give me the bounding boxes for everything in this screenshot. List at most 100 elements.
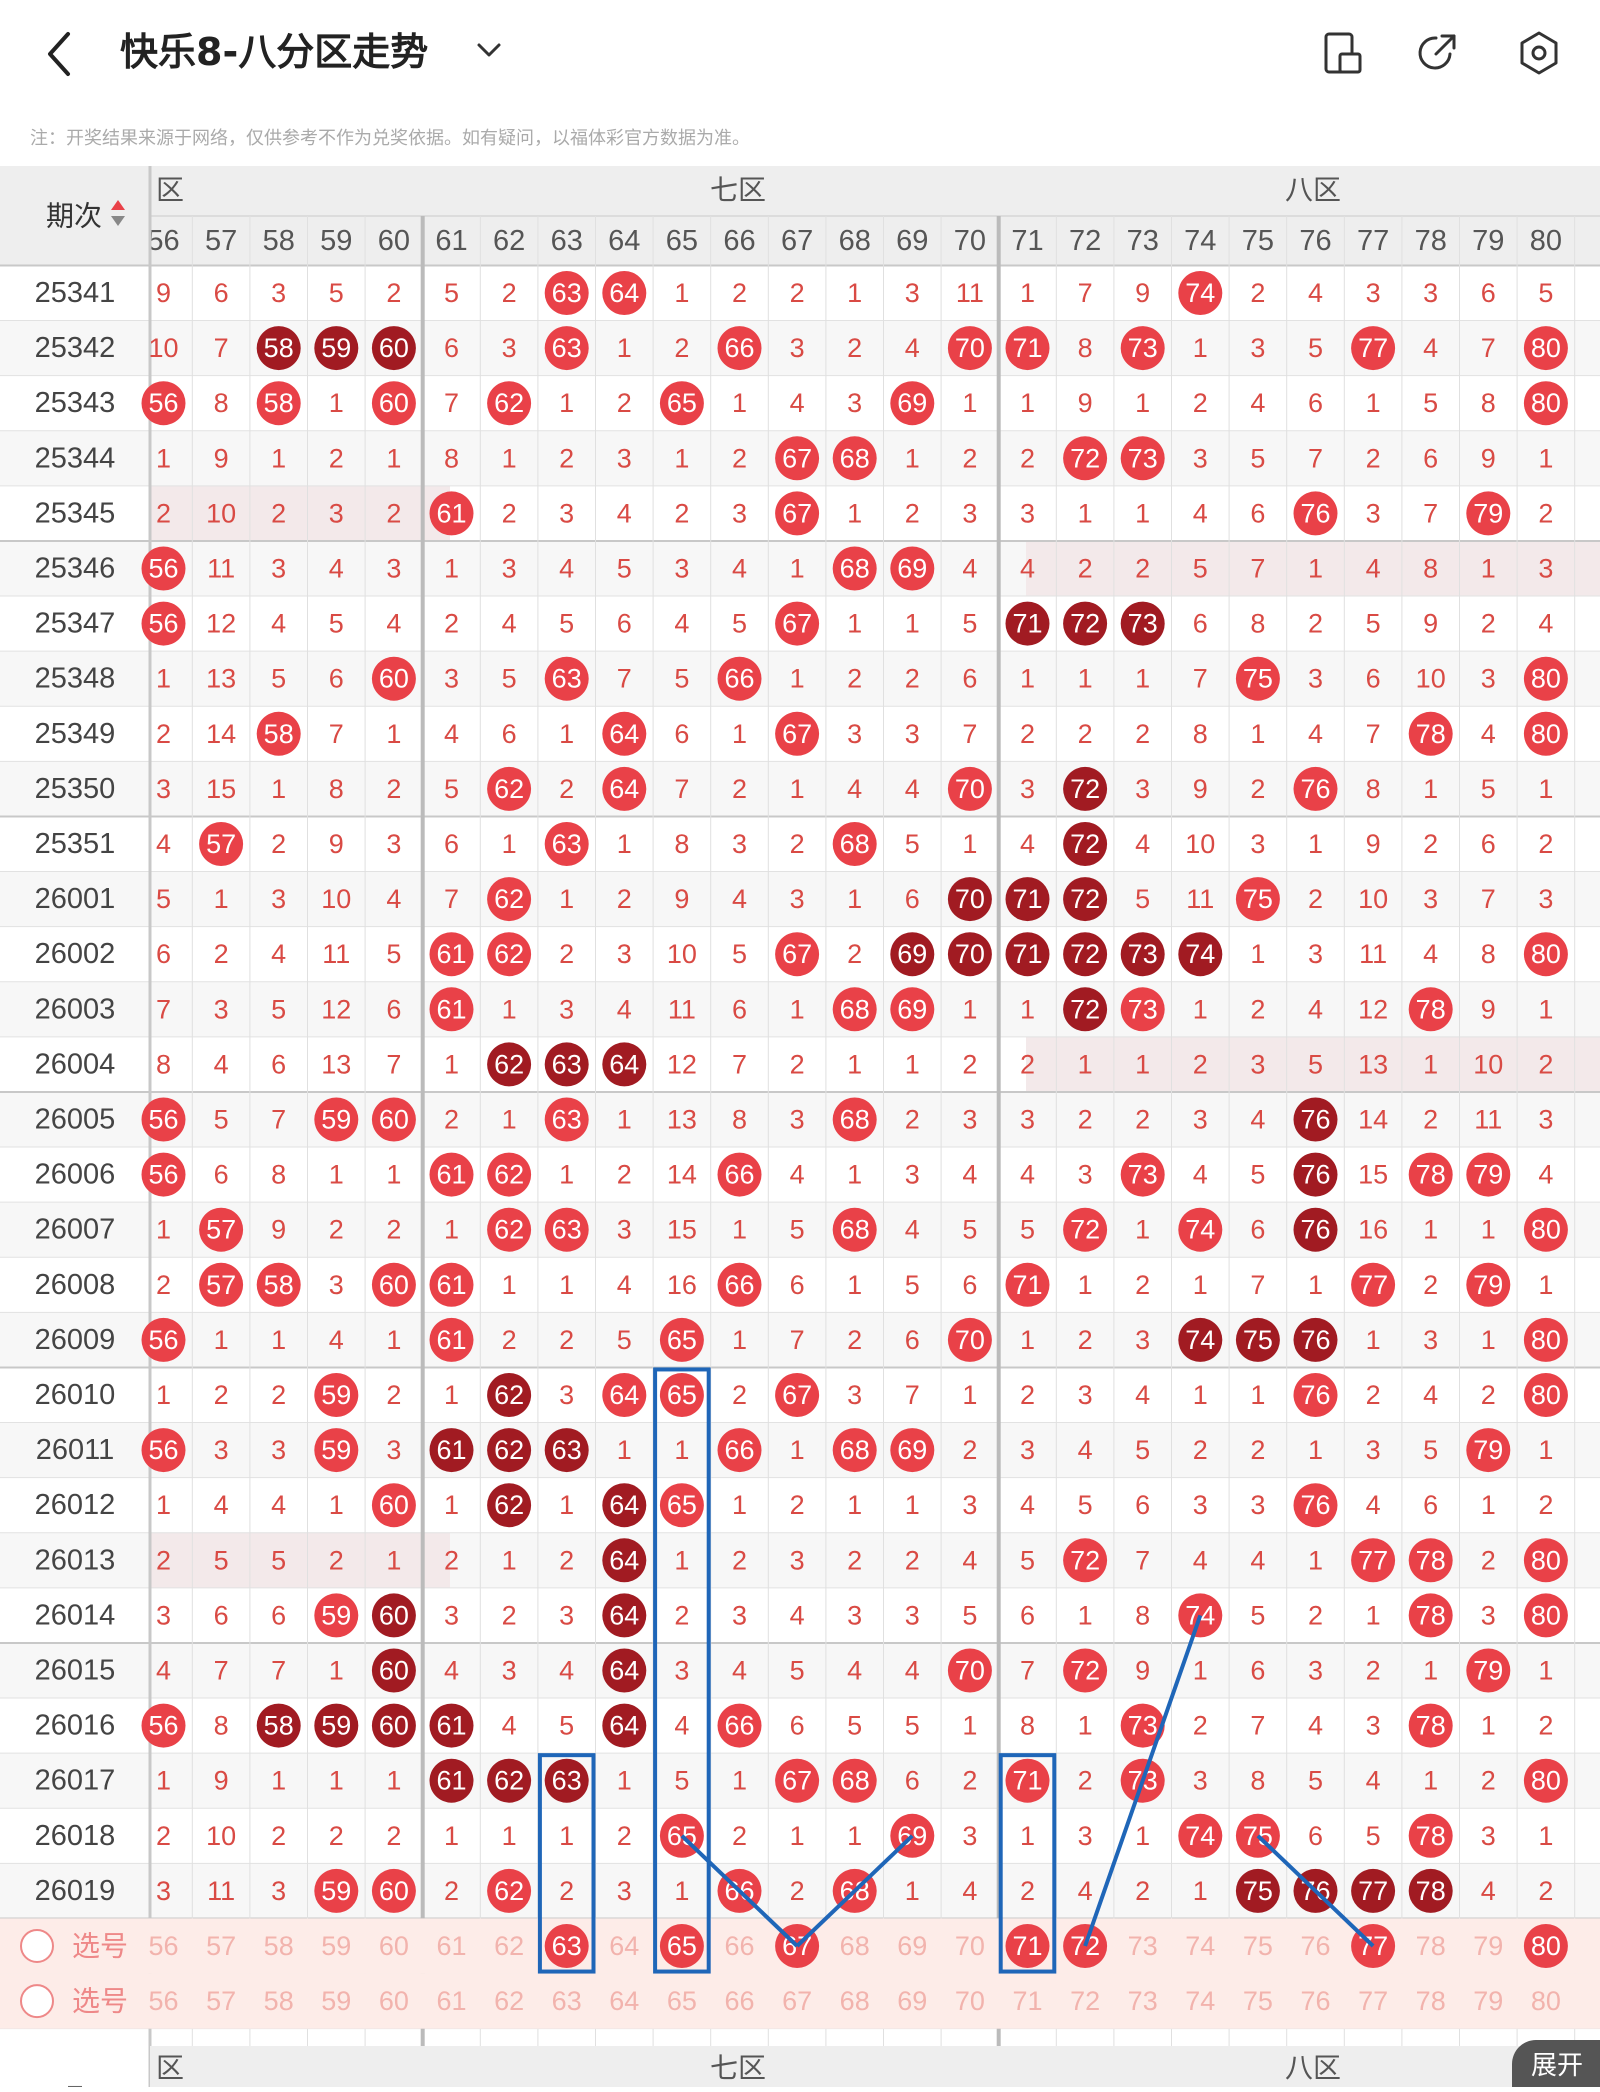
select-number[interactable]: 74 [1185,1986,1215,2016]
select-number[interactable]: 62 [494,1931,524,1961]
miss-count: 1 [732,1766,747,1796]
select-number[interactable]: 70 [955,1931,985,1961]
select-number[interactable]: 65 [667,1986,697,2016]
select-number[interactable]: 75 [1243,1986,1273,2016]
select-number[interactable]: 73 [1128,1986,1158,2016]
drawn-ball-number: 78 [1416,1711,1446,1741]
select-number[interactable]: 59 [321,1931,351,1961]
page-title[interactable]: 快乐8-八分区走势 [120,30,429,74]
select-number[interactable]: 77 [1358,1986,1388,2016]
select-number[interactable]: 60 [379,1931,409,1961]
select-number[interactable]: 57 [206,1931,236,1961]
miss-count: 6 [790,1270,805,1300]
select-row-radio[interactable] [20,1929,54,1963]
select-number[interactable]: 58 [264,1931,294,1961]
drawn-ball-number: 62 [494,1435,524,1465]
miss-count: 1 [847,498,862,528]
miss-count: 2 [559,774,574,804]
settings-gear-icon[interactable] [1516,30,1562,76]
drawn-ball [1178,1317,1223,1362]
drawn-ball [832,1207,877,1252]
select-number[interactable]: 78 [1416,1931,1446,1961]
picked-ball[interactable] [544,1924,589,1968]
miss-count: 5 [1135,1435,1150,1465]
period-label: 26008 [35,1269,116,1301]
miss-count: 2 [1020,719,1035,749]
miss-count: 8 [214,388,229,418]
select-number[interactable]: 66 [724,1986,754,2016]
select-number[interactable]: 64 [609,1986,639,2016]
drawn-ball [1235,656,1280,701]
drawn-ball-number: 72 [1070,994,1100,1024]
select-number[interactable]: 63 [552,1986,582,2016]
column-header-75: 75 [1242,225,1274,257]
select-number[interactable]: 69 [897,1986,927,2016]
select-number[interactable]: 59 [321,1986,351,2016]
sort-desc-icon[interactable] [111,216,125,226]
miss-count: 2 [1308,1600,1323,1630]
drawn-ball-number: 61 [436,1711,466,1741]
select-number[interactable]: 61 [436,1931,466,1961]
select-number[interactable]: 76 [1300,1931,1330,1961]
miss-count: 1 [1020,994,1035,1024]
select-number[interactable]: 71 [1012,1986,1042,2016]
miss-count: 2 [156,1545,171,1575]
chevron-down-icon[interactable] [474,38,504,62]
miss-count: 10 [667,939,697,969]
miss-count: 5 [1078,1490,1093,1520]
select-number[interactable]: 79 [1473,1986,1503,2016]
miss-count: 4 [1250,1545,1265,1575]
select-number[interactable]: 58 [264,1986,294,2016]
miss-count: 9 [1481,994,1496,1024]
picked-ball[interactable] [1005,1924,1050,1968]
column-header-69: 69 [896,225,928,257]
miss-count: 2 [1366,443,1381,473]
drawn-ball [429,1758,474,1803]
select-number[interactable]: 61 [436,1986,466,2016]
select-number[interactable]: 69 [897,1931,927,1961]
drawn-ball-number: 79 [1473,1656,1503,1686]
layout-toggle-icon[interactable] [1320,30,1366,76]
select-number[interactable]: 67 [782,1986,812,2016]
select-number[interactable]: 56 [148,1986,178,2016]
miss-count: 4 [905,1656,920,1686]
select-number[interactable]: 66 [724,1931,754,1961]
select-number[interactable]: 68 [840,1931,870,1961]
select-row-radio[interactable] [20,1984,54,2019]
miss-count: 2 [1538,1049,1553,1079]
miss-count: 2 [329,1215,344,1245]
period-label: 26002 [35,938,116,970]
share-icon[interactable] [1414,30,1460,76]
select-number[interactable]: 60 [379,1986,409,2016]
miss-count: 4 [502,609,517,639]
select-number[interactable]: 70 [955,1986,985,2016]
select-number[interactable]: 64 [609,1931,639,1961]
miss-count: 7 [905,1380,920,1410]
miss-count: 7 [214,1656,229,1686]
drawn-ball [429,1262,474,1307]
select-number[interactable]: 78 [1416,1986,1446,2016]
select-number[interactable]: 57 [206,1986,236,2016]
select-number[interactable]: 75 [1243,1931,1273,1961]
select-number[interactable]: 62 [494,1986,524,2016]
drawn-ball-number: 72 [1070,829,1100,859]
drawn-ball-number: 76 [1300,1105,1330,1135]
sort-asc-icon[interactable] [111,200,125,210]
drawn-ball [371,656,416,701]
expand-button[interactable]: 展开 [1512,2040,1600,2087]
miss-count: 5 [1135,884,1150,914]
picked-ball[interactable] [1523,1924,1568,1968]
miss-count: 2 [1020,443,1035,473]
select-number[interactable]: 79 [1473,1931,1503,1961]
select-number[interactable]: 80 [1531,1986,1561,2016]
select-number[interactable]: 74 [1185,1931,1215,1961]
select-number[interactable]: 56 [148,1931,178,1961]
drawn-ball-number: 62 [494,388,524,418]
back-arrow-icon[interactable] [40,28,80,80]
select-number[interactable]: 68 [840,1986,870,2016]
select-number[interactable]: 76 [1300,1986,1330,2016]
picked-ball[interactable] [659,1924,704,1968]
drawn-ball [775,711,820,756]
select-number[interactable]: 73 [1128,1931,1158,1961]
select-number[interactable]: 72 [1070,1986,1100,2016]
